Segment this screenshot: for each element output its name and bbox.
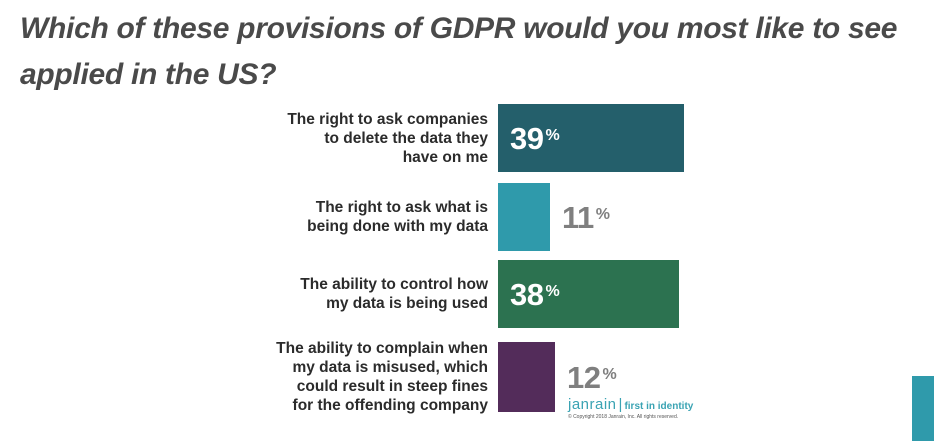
value-label: 12% [567,362,617,393]
value-number: 38 [510,277,544,312]
logo-separator: | [618,396,623,413]
value-unit: % [545,283,560,300]
category-label-line: The right to ask what is [315,199,488,216]
category-label-line: my data is being used [326,295,488,312]
value-label: 38% [510,279,560,310]
copyright-text: © Copyright 2018 Janrain, Inc. All right… [568,414,679,420]
logo-brand: janrain [568,396,617,413]
category-label-line: for the offending company [292,397,488,414]
value-unit: % [595,206,611,223]
category-label: The ability to complain when my data is m… [208,340,488,414]
category-label: The right to ask companies to delete the … [208,104,488,172]
category-label-line: The ability to complain when [276,340,488,357]
bar [498,104,684,172]
value-unit: % [602,366,617,383]
edge-decoration [912,376,934,441]
value-number: 12 [567,360,601,395]
value-number: 39 [510,121,544,156]
category-label-line: The right to ask companies [287,110,488,128]
category-label: The ability to control how my data is bei… [208,260,488,328]
value-label: 11% [562,202,610,233]
category-label: The right to ask what is being done with … [208,183,488,251]
value-number: 11 [562,200,594,235]
category-label-line: being done with my data [307,218,488,235]
category-label-line: have on me [402,148,488,166]
value-label: 39% [510,123,560,154]
value-unit: % [545,127,560,144]
bar [498,342,555,412]
category-label-line: The ability to control how [300,276,488,293]
bar [498,260,679,328]
category-label-line: to delete the data they [324,129,488,147]
chart-title: Which of these provisions of GDPR would … [20,12,898,91]
category-label-line: could result in steep fines [296,378,488,395]
logo-tagline: first in identity [624,401,694,412]
category-label-line: my data is misused, which [292,359,488,376]
bar [498,183,550,251]
janrain-logo: janrain | first in identity © Copyright 20… [568,396,768,420]
